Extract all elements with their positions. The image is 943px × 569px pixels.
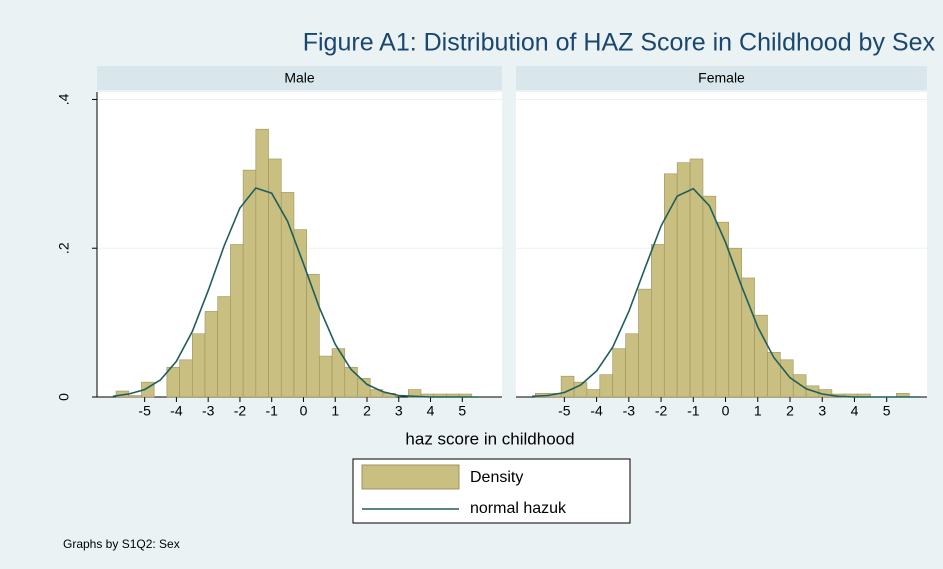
bar [767,352,781,398]
x-tick-label: -4 [170,403,183,419]
panel-header [516,66,927,90]
bar [268,158,282,398]
bar [179,359,193,398]
x-tick-label: 2 [786,403,794,419]
bar [754,314,768,398]
bar [638,288,652,398]
bar [612,348,626,398]
x-tick-label: 0 [722,403,730,419]
bar [792,374,807,398]
bar [357,378,371,398]
bar [625,333,639,398]
bar [702,195,717,398]
bar [344,366,358,398]
legend-swatch [361,464,460,490]
x-tick-label: 1 [331,403,339,419]
normal-curve [532,187,919,398]
bar [676,162,691,398]
x-tick-label: -3 [623,403,636,419]
x-tick-label: 4 [427,403,435,419]
bar [204,311,219,398]
x-tick-label: -4 [590,403,603,419]
x-tick-label: -1 [687,403,700,419]
x-tick-label: -5 [558,403,571,419]
note: Graphs by S1Q2: Sex [63,537,180,551]
bar [560,375,575,398]
x-axis-label: haz score in childhood [405,429,574,448]
bar [255,128,269,398]
x-tick-label: -1 [265,403,278,419]
normal-curve [112,187,479,398]
bar [586,389,601,398]
bar [230,244,244,398]
x-tick-label: 5 [883,403,891,419]
x-tick-label: -2 [234,403,247,419]
bar [128,395,142,398]
x-tick-label: -3 [202,403,215,419]
x-tick-label: 0 [300,403,308,419]
x-tick-label: 2 [363,403,371,419]
chart-title: Figure A1: Distribution of HAZ Score in … [303,29,936,57]
bar [599,374,614,398]
panel-title: Female [698,70,745,86]
y-tick-label: 0 [56,393,72,401]
bar [166,366,180,398]
bar [191,333,206,398]
bar [242,169,257,398]
x-tick-label: -2 [655,403,668,419]
legend-label: normal hazuk [470,500,567,517]
bar [651,244,665,398]
x-tick-label: 1 [754,403,762,419]
bar [319,355,333,398]
x-tick-label: 3 [818,403,826,419]
bar [306,273,320,398]
x-tick-label: 4 [851,403,859,419]
bar [217,296,231,398]
panel-header [97,66,502,90]
bar [715,221,730,398]
x-tick-label: -5 [138,403,151,419]
y-tick-label: .4 [56,93,72,105]
x-tick-label: 3 [395,403,403,419]
bar [689,158,704,398]
legend-label: Density [470,469,523,486]
bar [741,277,755,398]
x-tick-label: 5 [458,403,466,419]
y-tick-label: .2 [56,242,72,254]
panel-title: Male [284,70,315,86]
